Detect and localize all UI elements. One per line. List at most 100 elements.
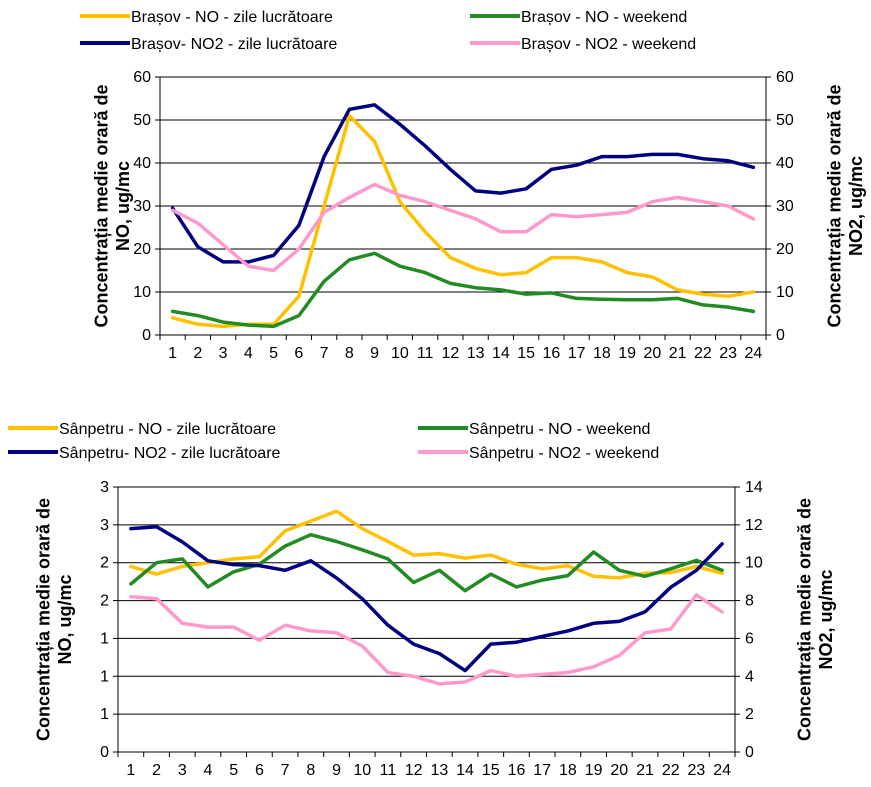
- y-tick-label-right: 12: [745, 517, 763, 534]
- x-tick-label: 22: [694, 345, 712, 362]
- x-tick-label: 19: [585, 762, 603, 779]
- x-tick-label: 21: [636, 762, 654, 779]
- y-tick-label-right: 14: [745, 479, 763, 496]
- x-tick-label: 24: [744, 345, 762, 362]
- x-tick-label: 24: [713, 762, 731, 779]
- y-axis-title-right: Concentrația medie orară deNO2, ug/mc: [825, 84, 867, 327]
- y-tick-label-left: 1: [100, 706, 109, 723]
- x-tick-label: 8: [306, 762, 315, 779]
- legend-label: Brașov - NO - weekend: [521, 9, 687, 26]
- x-tick-label: 19: [618, 345, 636, 362]
- x-tick-label: 4: [204, 762, 213, 779]
- x-tick-label: 23: [688, 762, 706, 779]
- y-tick-label-right: 50: [776, 112, 794, 129]
- y-axis-title-right: Concentrația medie orară deNO2, ug/mc: [795, 498, 837, 741]
- y-axis-title-left: Concentrația medie orară deNO, ug/mc: [92, 84, 134, 327]
- x-tick-label: 10: [391, 345, 409, 362]
- y-tick-label-left: 1: [100, 630, 109, 647]
- series-line-2: [170, 251, 756, 329]
- legend-label: Sânpetru - NO - zile lucrătoare: [59, 421, 276, 438]
- x-tick-label: 18: [559, 762, 577, 779]
- x-tick-label: 17: [568, 345, 586, 362]
- x-tick-label: 21: [669, 345, 687, 362]
- x-tick-label: 16: [542, 345, 560, 362]
- series-line-3: [129, 525, 724, 673]
- y-tick-label-left: 0: [142, 327, 151, 344]
- x-tick-label: 7: [281, 762, 290, 779]
- y-tick-label-left: 2: [100, 555, 109, 572]
- x-tick-label: 20: [643, 345, 661, 362]
- x-tick-label: 10: [353, 762, 371, 779]
- y-tick-label-right: 60: [776, 69, 794, 86]
- y-tick-label-left: 30: [133, 198, 151, 215]
- x-tick-label: 8: [345, 345, 354, 362]
- y-tick-label-right: 40: [776, 155, 794, 172]
- y-tick-label-right: 10: [776, 284, 794, 301]
- legend-label: Sânpetru - NO - weekend: [469, 421, 650, 438]
- y-tick-label-left: 3: [100, 479, 109, 496]
- x-tick-label: 3: [178, 762, 187, 779]
- y-tick-label-right: 6: [745, 630, 754, 647]
- y-tick-label-left: 20: [133, 241, 151, 258]
- x-tick-label: 15: [517, 345, 535, 362]
- y-tick-label-right: 30: [776, 198, 794, 215]
- x-tick-label: 13: [430, 762, 448, 779]
- y-tick-label-right: 8: [745, 593, 754, 610]
- y-tick-label-right: 10: [745, 555, 763, 572]
- series-line-1: [129, 509, 724, 580]
- x-tick-label: 12: [405, 762, 423, 779]
- legend-label: Sânpetru - NO2 - weekend: [469, 445, 659, 462]
- y-tick-label-left: 60: [133, 69, 151, 86]
- legend-label: Brașov - NO2 - weekend: [521, 36, 696, 53]
- x-tick-label: 7: [320, 345, 329, 362]
- x-tick-label: 18: [593, 345, 611, 362]
- x-tick-label: 11: [380, 762, 397, 779]
- y-tick-label-right: 4: [745, 668, 754, 685]
- series-line-1: [170, 113, 756, 329]
- y-tick-label-right: 0: [776, 327, 785, 344]
- x-tick-label: 14: [492, 345, 510, 362]
- x-tick-label: 2: [193, 345, 202, 362]
- y-axis-title-left: Concentrația medie orară deNO, ug/mc: [34, 498, 76, 741]
- y-tick-label-left: 50: [133, 112, 151, 129]
- series-line-2: [129, 532, 724, 593]
- series-line-3: [170, 103, 756, 264]
- y-tick-label-left: 3: [100, 517, 109, 534]
- x-tick-label: 12: [441, 345, 459, 362]
- x-tick-label: 2: [152, 762, 161, 779]
- y-tick-label-right: 0: [745, 744, 754, 761]
- x-tick-label: 9: [370, 345, 379, 362]
- x-tick-label: 5: [269, 345, 278, 362]
- y-tick-label-left: 10: [133, 284, 151, 301]
- y-tick-label-left: 40: [133, 155, 151, 172]
- x-tick-label: 4: [244, 345, 253, 362]
- x-tick-label: 15: [482, 762, 500, 779]
- x-tick-label: 5: [229, 762, 238, 779]
- x-tick-label: 1: [126, 762, 135, 779]
- x-tick-label: 22: [662, 762, 680, 779]
- series-line-4: [170, 182, 756, 273]
- x-tick-label: 14: [456, 762, 474, 779]
- x-tick-label: 3: [219, 345, 228, 362]
- x-tick-label: 13: [467, 345, 485, 362]
- y-tick-label-right: 2: [745, 706, 754, 723]
- x-tick-label: 1: [168, 345, 177, 362]
- legend-label: Brașov - NO - zile lucrătoare: [131, 9, 333, 26]
- x-tick-label: 6: [255, 762, 264, 779]
- y-tick-label-left: 0: [100, 744, 109, 761]
- x-tick-label: 11: [417, 345, 434, 362]
- x-tick-label: 16: [508, 762, 526, 779]
- x-tick-label: 6: [294, 345, 303, 362]
- y-tick-label-right: 20: [776, 241, 794, 258]
- y-tick-label-left: 1: [100, 668, 109, 685]
- series-line-4: [129, 593, 724, 686]
- legend-label: Sânpetru- NO2 - zile lucrătoare: [59, 445, 281, 462]
- legend-label: Brașov- NO2 - zile lucrătoare: [131, 36, 337, 53]
- x-tick-label: 9: [332, 762, 341, 779]
- x-tick-label: 20: [610, 762, 628, 779]
- y-tick-label-left: 2: [100, 593, 109, 610]
- x-tick-label: 17: [533, 762, 551, 779]
